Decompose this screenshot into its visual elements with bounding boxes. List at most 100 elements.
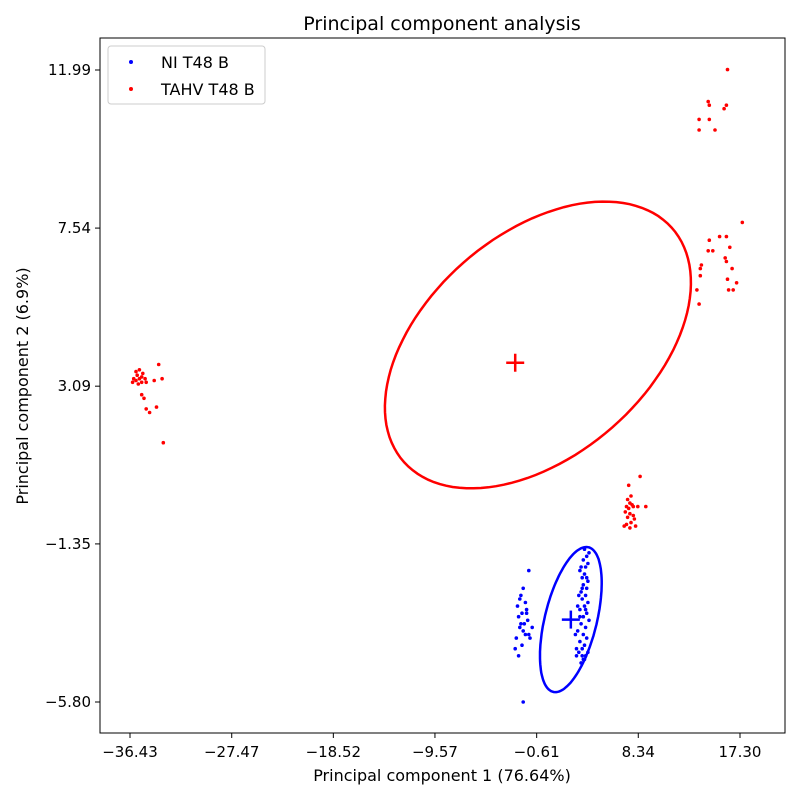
data-point-tahv — [697, 128, 701, 132]
data-point-ni — [584, 554, 589, 559]
data-point-tahv — [717, 234, 722, 239]
data-point-tahv — [706, 249, 710, 253]
legend-box — [107, 45, 266, 105]
confidence-ellipse-ni — [538, 545, 603, 694]
data-point-tahv — [139, 380, 144, 385]
data-point-ni — [586, 561, 590, 566]
data-point-tahv — [631, 504, 636, 509]
data-point-ni — [575, 604, 580, 608]
data-point-tahv — [143, 376, 147, 381]
data-point-ni — [527, 632, 531, 637]
data-point-ni — [522, 622, 527, 626]
legend: NI T48 B TAHV T48 B — [107, 45, 266, 105]
data-point-ni — [577, 593, 581, 598]
data-point-ni — [520, 611, 524, 615]
data-point-ni — [520, 643, 524, 647]
data-point-ni — [584, 636, 589, 640]
x-axis-label: Principal component 1 (76.64%) — [313, 766, 571, 785]
data-point-ni — [518, 625, 522, 630]
data-point-tahv — [628, 526, 632, 530]
data-point-tahv — [734, 281, 739, 285]
series-tahv — [130, 67, 745, 530]
data-point-ni — [587, 551, 591, 555]
data-point-ni — [580, 654, 584, 658]
y-tick-label: 3.09 — [58, 377, 91, 395]
data-point-tahv — [724, 259, 729, 264]
data-point-ni — [583, 593, 588, 598]
data-point-tahv — [726, 288, 731, 292]
data-point-ni — [587, 618, 591, 623]
data-point-tahv — [625, 515, 630, 520]
data-point-tahv — [644, 504, 648, 509]
data-point-ni — [527, 568, 531, 573]
data-point-tahv — [706, 99, 710, 104]
data-point-ni — [583, 654, 588, 658]
data-point-tahv — [152, 378, 156, 383]
data-point-ni — [524, 607, 529, 612]
data-point-ni — [578, 639, 582, 644]
data-point-ni — [523, 600, 528, 605]
y-tick-label: 11.99 — [48, 61, 91, 79]
data-point-tahv — [137, 376, 142, 381]
data-point-ni — [579, 622, 583, 626]
data-point-tahv — [142, 396, 146, 401]
data-point-tahv — [144, 407, 148, 411]
data-point-ni — [580, 597, 584, 601]
data-point-tahv — [707, 117, 712, 122]
data-point-tahv — [731, 288, 735, 292]
data-point-tahv — [136, 382, 141, 386]
data-point-tahv — [141, 371, 145, 376]
x-tick-label: −0.61 — [514, 743, 560, 761]
data-point-tahv — [626, 483, 631, 488]
data-point-ni — [530, 625, 534, 630]
data-point-tahv — [730, 266, 734, 271]
data-point-ni — [583, 625, 588, 630]
data-point-ni — [524, 611, 529, 615]
data-point-tahv — [725, 277, 730, 282]
plot-frame — [99, 37, 786, 734]
data-point-ni — [579, 661, 583, 665]
data-point-tahv — [628, 511, 632, 516]
data-point-ni — [578, 614, 582, 619]
data-point-ni — [515, 604, 520, 608]
data-point-ni — [574, 654, 579, 658]
chart-title: Principal component analysis — [303, 13, 580, 35]
data-point-ni — [516, 654, 521, 658]
legend-marker-tahv — [129, 87, 133, 91]
data-point-ni — [521, 629, 525, 633]
data-point-ni — [582, 547, 587, 551]
data-point-ni — [521, 700, 525, 704]
y-tick-label: −1.35 — [45, 535, 91, 553]
data-point-tahv — [695, 288, 699, 292]
data-point-tahv — [626, 506, 631, 511]
data-point-ni — [581, 583, 586, 587]
x-tick-label: −9.57 — [412, 743, 458, 761]
data-point-tahv — [156, 362, 161, 367]
axis-ticks: −36.43 −27.47 −18.52 −9.57 −0.61 8.34 17.30 11.… — [45, 61, 761, 761]
x-tick-label: −18.52 — [306, 743, 362, 761]
data-point-tahv — [629, 494, 633, 498]
data-point-tahv — [625, 497, 630, 502]
data-point-tahv — [623, 510, 628, 514]
data-point-ni — [519, 593, 523, 598]
data-point-ni — [525, 618, 530, 623]
data-point-ni — [583, 565, 588, 569]
data-point-tahv — [134, 369, 138, 374]
x-tick-label: 17.30 — [719, 743, 762, 761]
legend-marker-ni — [129, 60, 133, 64]
data-point-ni — [579, 565, 583, 569]
legend-label-ni: NI T48 B — [161, 53, 229, 72]
data-point-tahv — [144, 380, 148, 385]
data-point-ni — [579, 590, 583, 594]
data-point-tahv — [622, 524, 626, 528]
data-point-tahv — [130, 380, 135, 385]
data-point-tahv — [722, 106, 726, 111]
y-tick-label: 7.54 — [58, 219, 91, 237]
data-point-tahv — [723, 256, 727, 260]
data-point-ni — [582, 572, 587, 576]
data-point-tahv — [137, 368, 142, 372]
data-point-ni — [513, 646, 517, 651]
data-point-tahv — [135, 373, 139, 378]
data-point-ni — [516, 614, 521, 619]
y-axis-label: Principal component 2 (6.9%) — [13, 267, 32, 504]
